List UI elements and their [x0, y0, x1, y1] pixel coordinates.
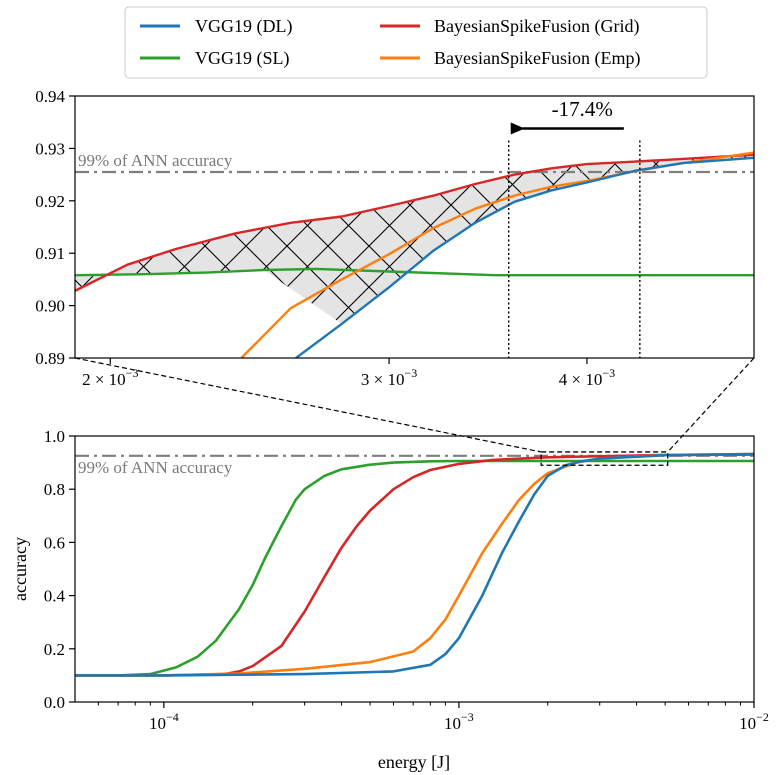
legend-label-bsf-emp: BayesianSpikeFusion (Emp)	[434, 48, 640, 69]
legend-label-vgg19-dl: VGG19 (DL)	[195, 16, 292, 37]
main-x-tick-label: 10−3	[444, 710, 474, 733]
main-x-tick-label: 10−2	[739, 710, 769, 733]
inset-series-vgg19-dl	[295, 156, 754, 358]
main-y-tick-label: 0.6	[44, 533, 65, 552]
zoom-box	[540, 451, 669, 466]
inset-y-tick-label: 0.93	[35, 139, 65, 158]
inset-reference-label: 99% of ANN accuracy	[78, 151, 233, 170]
inset-x-tick-label: 2 × 10−3	[82, 366, 138, 389]
main-series-bayesianspikefusion-emp	[75, 452, 754, 677]
main-y-tick-label: 0.4	[44, 587, 66, 606]
inset-frame	[74, 95, 755, 359]
legend-label-bsf-grid: BayesianSpikeFusion (Grid)	[434, 16, 639, 37]
legend: VGG19 (DL) BayesianSpikeFusion (Grid) VG…	[124, 6, 708, 79]
inset-axes: 0.89 0.90 0.91 0.92 0.93 0.94 2 × 10−3 3 × 10−3…	[35, 87, 755, 389]
reduction-label: -17.4%	[552, 97, 613, 121]
main-x-tick-label: 10−4	[149, 710, 179, 733]
inset-series-bayesianspikefusion-grid	[75, 153, 754, 292]
y-axis-label: accuracy	[10, 537, 30, 601]
zoom-connector-right	[667, 357, 755, 453]
main-reference-label: 99% of ANN accuracy	[78, 458, 233, 477]
inset-y-tick-label: 0.94	[35, 87, 65, 106]
main-series-bayesianspikefusion-grid	[75, 453, 754, 677]
main-y-tick-label: 1.0	[44, 427, 65, 446]
main-axes: 0.0 0.2 0.4 0.6 0.8 1.0 10−4 10−3 10−2 99% of AN…	[10, 427, 769, 772]
legend-frame	[124, 6, 708, 79]
reduction-annotation: -17.4%	[510, 97, 624, 135]
inset-y-tick-label: 0.90	[35, 297, 65, 316]
legend-entry-bsf-emp: BayesianSpikeFusion (Emp)	[380, 48, 640, 69]
inset-x-tick-label: 3 × 10−3	[361, 366, 417, 389]
zoom-connector-left	[74, 357, 542, 453]
main-series-vgg19-dl	[75, 452, 754, 677]
legend-label-vgg19-sl: VGG19 (SL)	[195, 48, 290, 69]
legend-entry-bsf-grid: BayesianSpikeFusion (Grid)	[380, 16, 639, 37]
main-y-tick-label: 0.8	[44, 480, 65, 499]
main-frame	[74, 435, 755, 703]
inset-y-tick-label: 0.92	[35, 192, 65, 211]
legend-entry-vgg19-dl: VGG19 (DL)	[140, 16, 292, 37]
main-y-tick-label: 0.2	[44, 640, 65, 659]
inset-x-tick-label: 4 × 10−3	[559, 366, 615, 389]
inset-series-vgg19-sl	[75, 267, 754, 277]
main-y-tick-label: 0.0	[44, 693, 65, 712]
main-series-vgg19-sl	[75, 459, 754, 677]
legend-entry-vgg19-sl: VGG19 (SL)	[140, 48, 290, 69]
inset-y-tick-label: 0.91	[35, 244, 65, 263]
x-axis-label: energy [J]	[378, 752, 450, 772]
inset-y-tick-label: 0.89	[35, 349, 65, 368]
